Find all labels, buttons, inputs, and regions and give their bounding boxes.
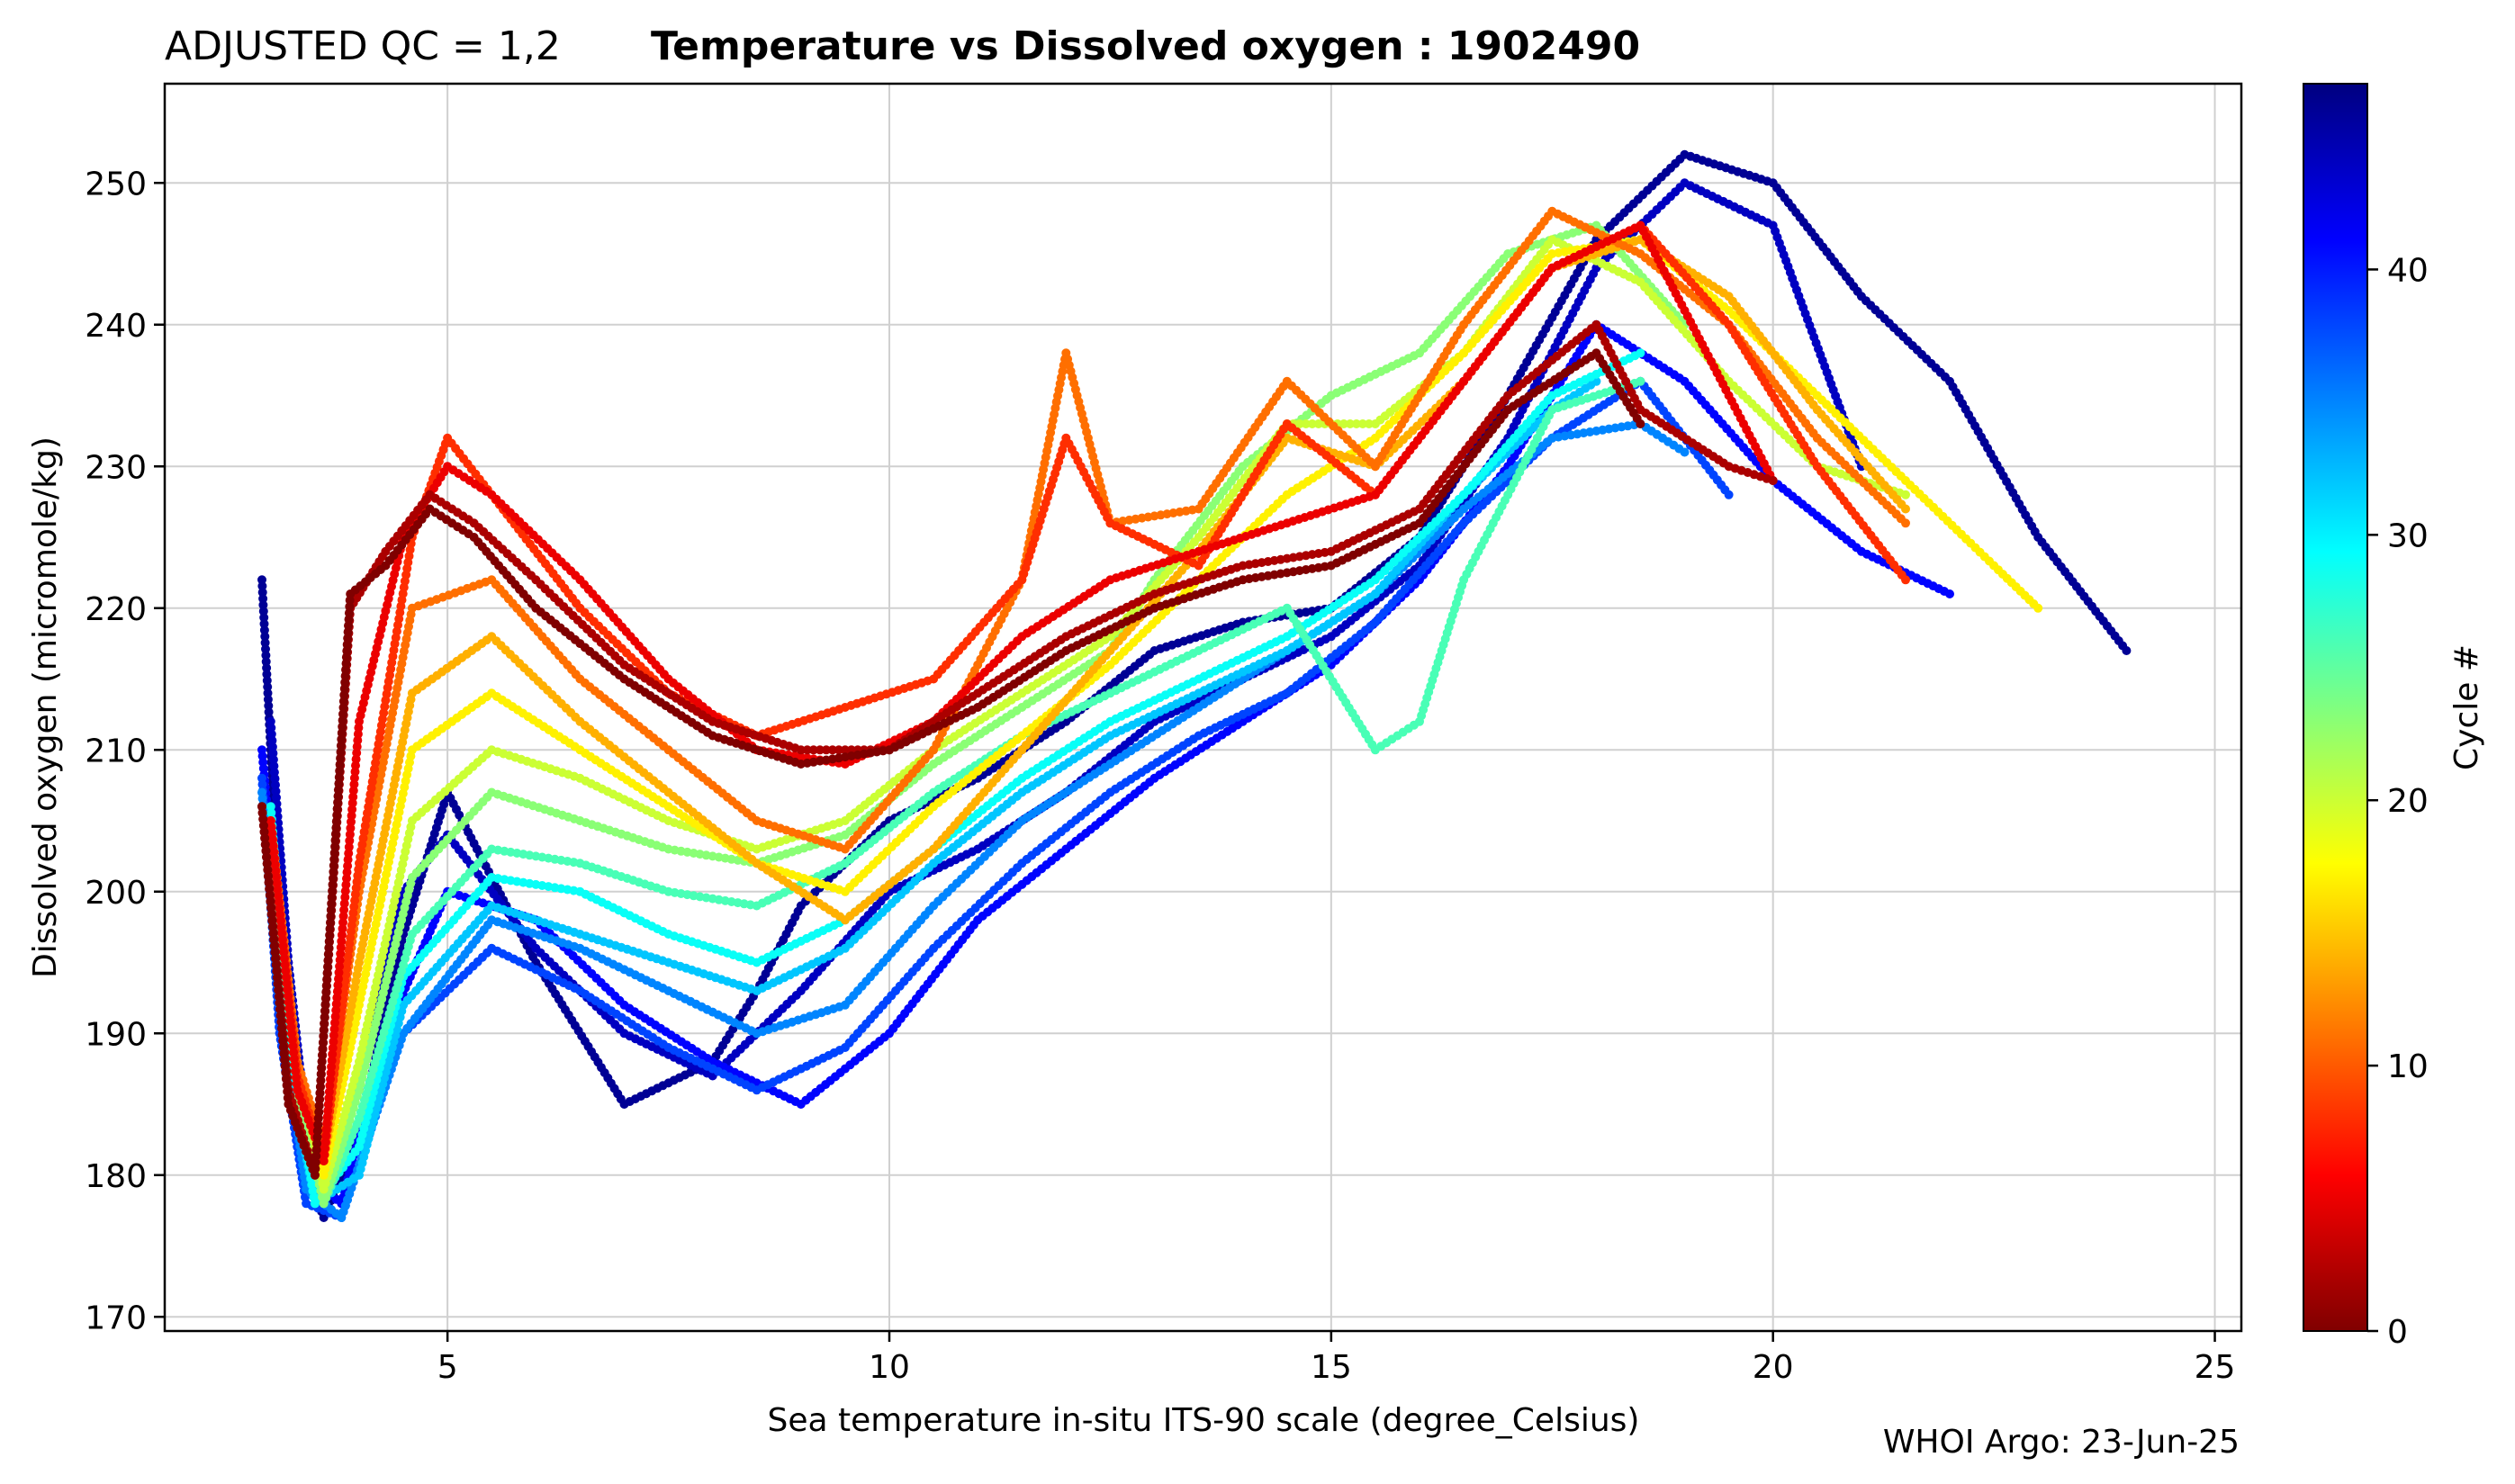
series-cycle-30 <box>266 235 2043 1180</box>
data-point <box>261 651 271 661</box>
data-point <box>263 682 273 692</box>
data-point <box>1901 490 1910 499</box>
data-point <box>260 632 270 642</box>
data-point <box>1636 348 1645 358</box>
chart-title: Temperature vs Dissolved oxygen : 190249… <box>651 23 1640 69</box>
data-point <box>2033 603 2043 613</box>
data-point <box>268 755 278 764</box>
data-point <box>262 663 272 673</box>
data-point <box>2122 646 2132 655</box>
data-point <box>1945 589 1954 598</box>
data-point <box>258 594 268 604</box>
series-cycle-27 <box>266 235 1910 1194</box>
data-point <box>264 701 274 711</box>
data-point <box>1680 447 1690 457</box>
data-point <box>1724 490 1734 499</box>
scatter-points <box>257 149 2132 1222</box>
data-point <box>259 613 269 623</box>
data-point <box>257 581 267 591</box>
data-point <box>1636 376 1645 386</box>
series-cycle-3 <box>266 178 1866 1209</box>
data-point <box>271 780 280 790</box>
title-group: ADJUSTED QC = 1,2 Temperature vs Dissolv… <box>165 23 1640 69</box>
chart-title-prefix: ADJUSTED QC = 1,2 <box>165 23 561 69</box>
data-point <box>267 742 277 751</box>
